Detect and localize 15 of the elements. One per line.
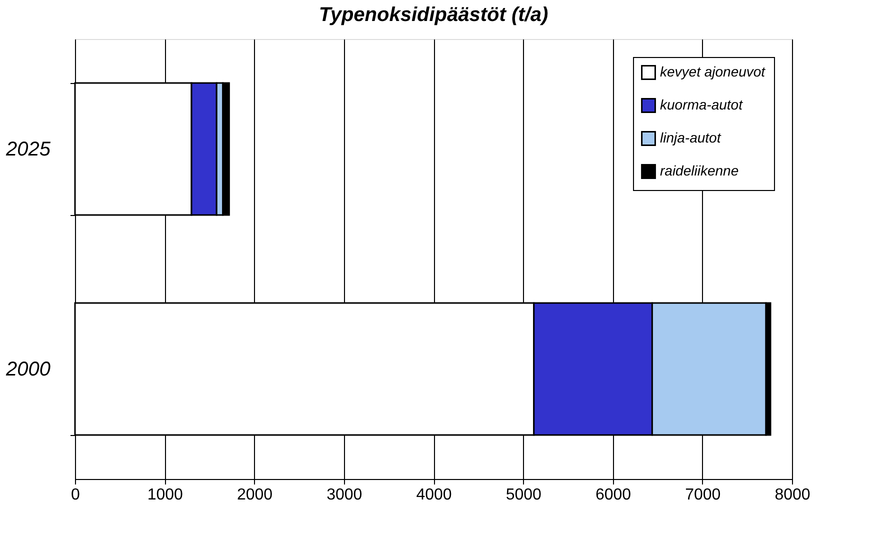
- x-tick-label: 5000: [506, 486, 542, 504]
- x-tick-label: 0: [71, 486, 80, 504]
- x-tick-label: 3000: [326, 486, 362, 504]
- x-tick-label: 6000: [595, 486, 632, 504]
- x-tick-label: 2000: [236, 486, 273, 504]
- x-tick-label: 1000: [147, 486, 184, 504]
- x-tick-label: 4000: [416, 486, 452, 504]
- x-tick-label: 7000: [685, 486, 721, 504]
- chart-title: Typenoksidipäästöt (t/a): [318, 4, 548, 26]
- legend-label: kuorma-autot: [660, 96, 744, 112]
- legend-label: raideliikenne: [660, 162, 739, 178]
- legend-label: kevyet ajoneuvot: [660, 64, 766, 80]
- legend-label: linja-autot: [660, 130, 722, 146]
- x-tick-label: 8000: [774, 486, 810, 504]
- y-tick-label: 2025: [5, 138, 52, 160]
